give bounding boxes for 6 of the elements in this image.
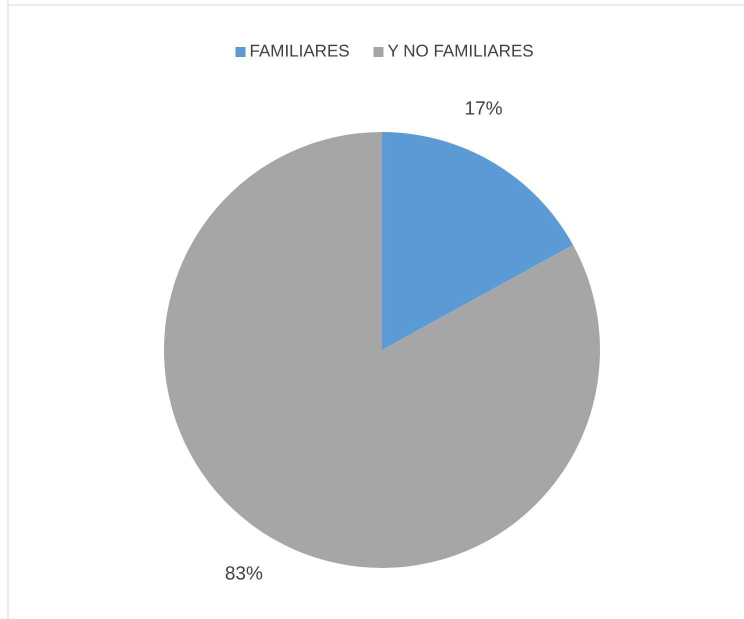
legend-label: Y NO FAMILIARES — [388, 41, 534, 60]
pie-slice — [382, 132, 574, 350]
legend-label: FAMILIARES — [250, 41, 350, 60]
data-label: 17% — [464, 98, 503, 120]
data-label: 83% — [224, 563, 264, 584]
pie-slice — [164, 132, 600, 568]
